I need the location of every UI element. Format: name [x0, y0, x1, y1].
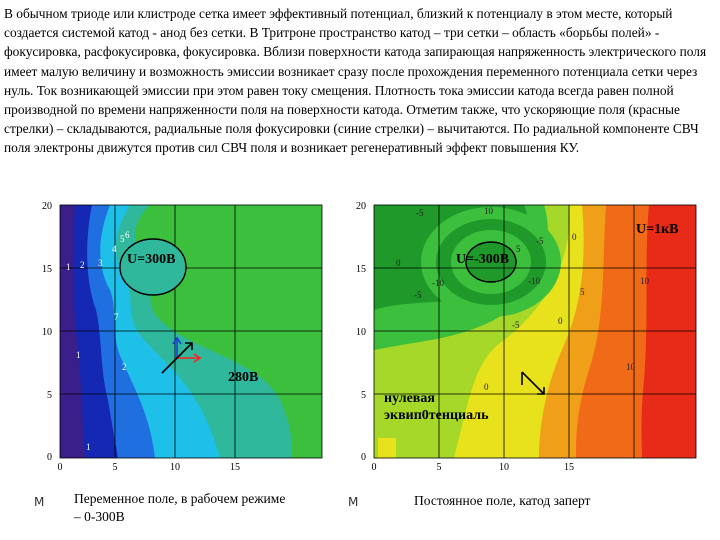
contour-label: -5: [512, 320, 520, 330]
contour-label: 10: [626, 362, 636, 372]
contour-label: -10: [528, 276, 540, 286]
contour-label: 0: [572, 232, 577, 242]
right-grid-ellipse: [465, 241, 517, 283]
right-plot-svg: 20 15 10 5 0 0 5 10 15 -5 10 -5 0 5 -5 0…: [356, 201, 697, 470]
right-contour-plot: 20 15 10 5 0 0 5 10 15 -5 10 -5 0 5 -5 0…: [344, 200, 697, 470]
x-tick: 15: [230, 462, 240, 470]
left-axis-letter: М: [34, 495, 45, 509]
contour-label: 4: [112, 244, 117, 254]
right-axis-letter: М: [348, 495, 359, 509]
contour-label: 5: [120, 234, 125, 244]
contour-label: -10: [432, 278, 444, 288]
left-caption: Переменное поле, в рабочем режиме – 0-30…: [74, 491, 286, 524]
contour-label: 5: [580, 287, 585, 297]
contour-label: 5: [516, 244, 521, 254]
contour-label: 1: [76, 350, 81, 360]
y-tick: 5: [47, 390, 52, 401]
contour-label: -5: [414, 290, 422, 300]
contour-label: 0: [396, 258, 401, 268]
y-tick: 15: [356, 264, 366, 275]
y-tick: 10: [356, 327, 366, 338]
x-tick: 10: [170, 462, 180, 470]
cathode-square: [378, 438, 396, 458]
contour-label: 7: [114, 312, 119, 322]
contour-label: 1: [86, 442, 91, 452]
x-tick: 5: [437, 462, 442, 470]
contour-label: 0: [484, 382, 489, 392]
contour-label: 3: [98, 258, 103, 268]
x-tick: 15: [564, 462, 574, 470]
contour-label: 0: [558, 316, 563, 326]
contour-label: 10: [484, 206, 494, 216]
right-caption: Постоянное поле, катод заперт: [414, 493, 591, 508]
x-tick: 5: [113, 462, 118, 470]
zero-equipotential-label: нулевая эквип0тенциаль: [384, 391, 489, 423]
y-tick: 10: [42, 327, 52, 338]
y-tick: 20: [356, 201, 366, 212]
grid-voltage-label: U=-300В: [456, 252, 510, 267]
contour-label: -5: [416, 208, 424, 218]
contour-label: 2: [80, 260, 85, 270]
x-tick: 0: [58, 462, 63, 470]
x-tick: 10: [499, 462, 509, 470]
x-tick: 0: [372, 462, 377, 470]
y-tick: 5: [361, 390, 366, 401]
contour-label: 1: [66, 262, 71, 272]
y-tick: 0: [47, 452, 52, 463]
left-contour-plot: 20 15 10 5 0 0 5 10 15 1 2 3 4 5 6 7 1 2…: [30, 200, 330, 470]
contour-label: 2: [122, 362, 127, 372]
y-tick: 15: [42, 264, 52, 275]
left-grid-ellipse: [119, 238, 187, 296]
contour-label: 10: [640, 276, 650, 286]
contour-label: 6: [125, 230, 130, 240]
left-plot-svg: 20 15 10 5 0 0 5 10 15 1 2 3 4 5 6 7 1 2…: [42, 201, 323, 470]
contour-label: -5: [536, 236, 544, 246]
voltage-280-label: 280В: [228, 370, 259, 385]
y-tick: 0: [361, 452, 366, 463]
grid-voltage-label: U=300В: [127, 252, 176, 267]
y-tick: 20: [42, 201, 52, 212]
body-paragraph: В обычном триоде или клистроде сетка име…: [4, 6, 707, 156]
anode-voltage-label: U=1кВ: [636, 222, 679, 237]
